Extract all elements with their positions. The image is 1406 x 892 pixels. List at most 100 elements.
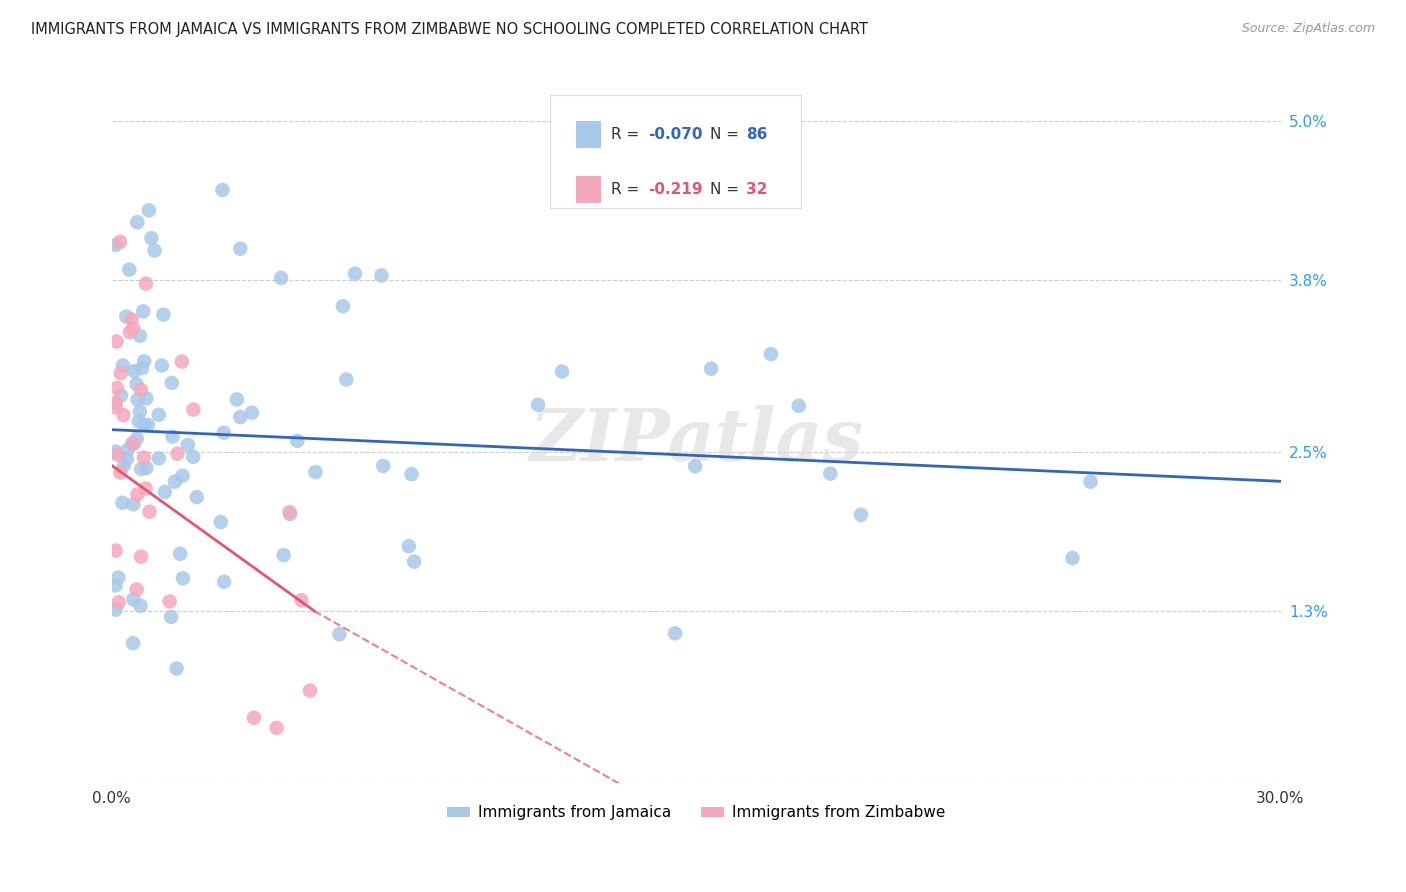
Point — [122, 436, 145, 450]
Text: -0.219: -0.219 — [648, 182, 703, 197]
Point — [125, 432, 148, 446]
Point — [166, 661, 188, 675]
Point — [105, 381, 128, 395]
Point — [104, 401, 127, 415]
Point — [273, 548, 295, 562]
Point — [132, 354, 155, 368]
Point — [127, 392, 149, 407]
Point — [129, 549, 152, 564]
Point — [209, 515, 232, 529]
Point — [107, 595, 129, 609]
Point — [129, 599, 152, 613]
Point — [787, 399, 810, 413]
Point — [104, 238, 127, 252]
Point — [683, 459, 706, 474]
Point — [304, 465, 326, 479]
Point — [186, 490, 208, 504]
Point — [398, 539, 420, 553]
Point — [266, 721, 288, 735]
Point — [1062, 551, 1084, 566]
Text: 86: 86 — [747, 127, 768, 142]
Point — [148, 408, 170, 422]
Point — [211, 183, 233, 197]
Point — [104, 578, 127, 592]
Point — [287, 434, 309, 448]
Point — [135, 277, 157, 291]
Point — [104, 444, 127, 458]
Point — [110, 466, 132, 480]
Point — [153, 485, 176, 500]
Point — [104, 396, 127, 410]
Legend: Immigrants from Jamaica, Immigrants from Zimbabwe: Immigrants from Jamaica, Immigrants from… — [441, 799, 952, 826]
Point — [404, 555, 426, 569]
Point — [159, 594, 181, 608]
Point — [125, 377, 148, 392]
Point — [148, 451, 170, 466]
FancyBboxPatch shape — [550, 95, 801, 208]
Point — [135, 461, 157, 475]
Point — [122, 364, 145, 378]
Point — [212, 574, 235, 589]
Point — [170, 354, 193, 368]
Point — [125, 582, 148, 597]
Text: IMMIGRANTS FROM JAMAICA VS IMMIGRANTS FROM ZIMBABWE NO SCHOOLING COMPLETED CORRE: IMMIGRANTS FROM JAMAICA VS IMMIGRANTS FR… — [31, 22, 868, 37]
Text: ZIPatlas: ZIPatlas — [529, 406, 863, 476]
Point — [132, 304, 155, 318]
Point — [138, 505, 160, 519]
Point — [128, 414, 150, 428]
Point — [132, 450, 155, 465]
Point — [131, 361, 153, 376]
Point — [290, 593, 312, 607]
Point — [118, 262, 141, 277]
Point — [212, 425, 235, 440]
Point — [166, 447, 188, 461]
Text: 32: 32 — [747, 182, 768, 197]
Point — [527, 398, 550, 412]
Point — [117, 443, 139, 458]
Point — [127, 215, 149, 229]
Text: -0.070: -0.070 — [648, 127, 703, 142]
Point — [111, 496, 134, 510]
Point — [225, 392, 247, 407]
Point — [108, 235, 131, 249]
Point — [160, 610, 183, 624]
Point — [700, 361, 723, 376]
Point — [373, 458, 395, 473]
Point — [759, 347, 782, 361]
Point — [128, 405, 150, 419]
Point — [121, 312, 143, 326]
Point — [143, 244, 166, 258]
Point — [172, 468, 194, 483]
Point — [107, 570, 129, 584]
Point — [150, 359, 173, 373]
Point — [112, 458, 135, 472]
Point — [115, 310, 138, 324]
Point — [181, 450, 204, 464]
Point — [111, 359, 134, 373]
FancyBboxPatch shape — [575, 176, 602, 203]
Point — [152, 308, 174, 322]
Point — [1080, 475, 1102, 489]
Text: R =: R = — [610, 182, 644, 197]
Point — [141, 231, 163, 245]
Point — [122, 592, 145, 607]
Point — [129, 383, 152, 397]
Point — [169, 547, 191, 561]
Point — [112, 408, 135, 422]
Point — [127, 487, 149, 501]
Point — [820, 467, 842, 481]
Point — [162, 429, 184, 443]
Text: N =: N = — [710, 182, 744, 197]
Text: Source: ZipAtlas.com: Source: ZipAtlas.com — [1241, 22, 1375, 36]
Point — [343, 267, 366, 281]
Text: R =: R = — [610, 127, 644, 142]
Point — [401, 467, 423, 482]
Point — [278, 505, 301, 519]
Point — [177, 438, 200, 452]
Point — [370, 268, 392, 283]
Point — [298, 683, 321, 698]
Point — [129, 328, 152, 343]
Point — [183, 402, 205, 417]
Point — [107, 448, 129, 462]
Point — [104, 602, 127, 616]
